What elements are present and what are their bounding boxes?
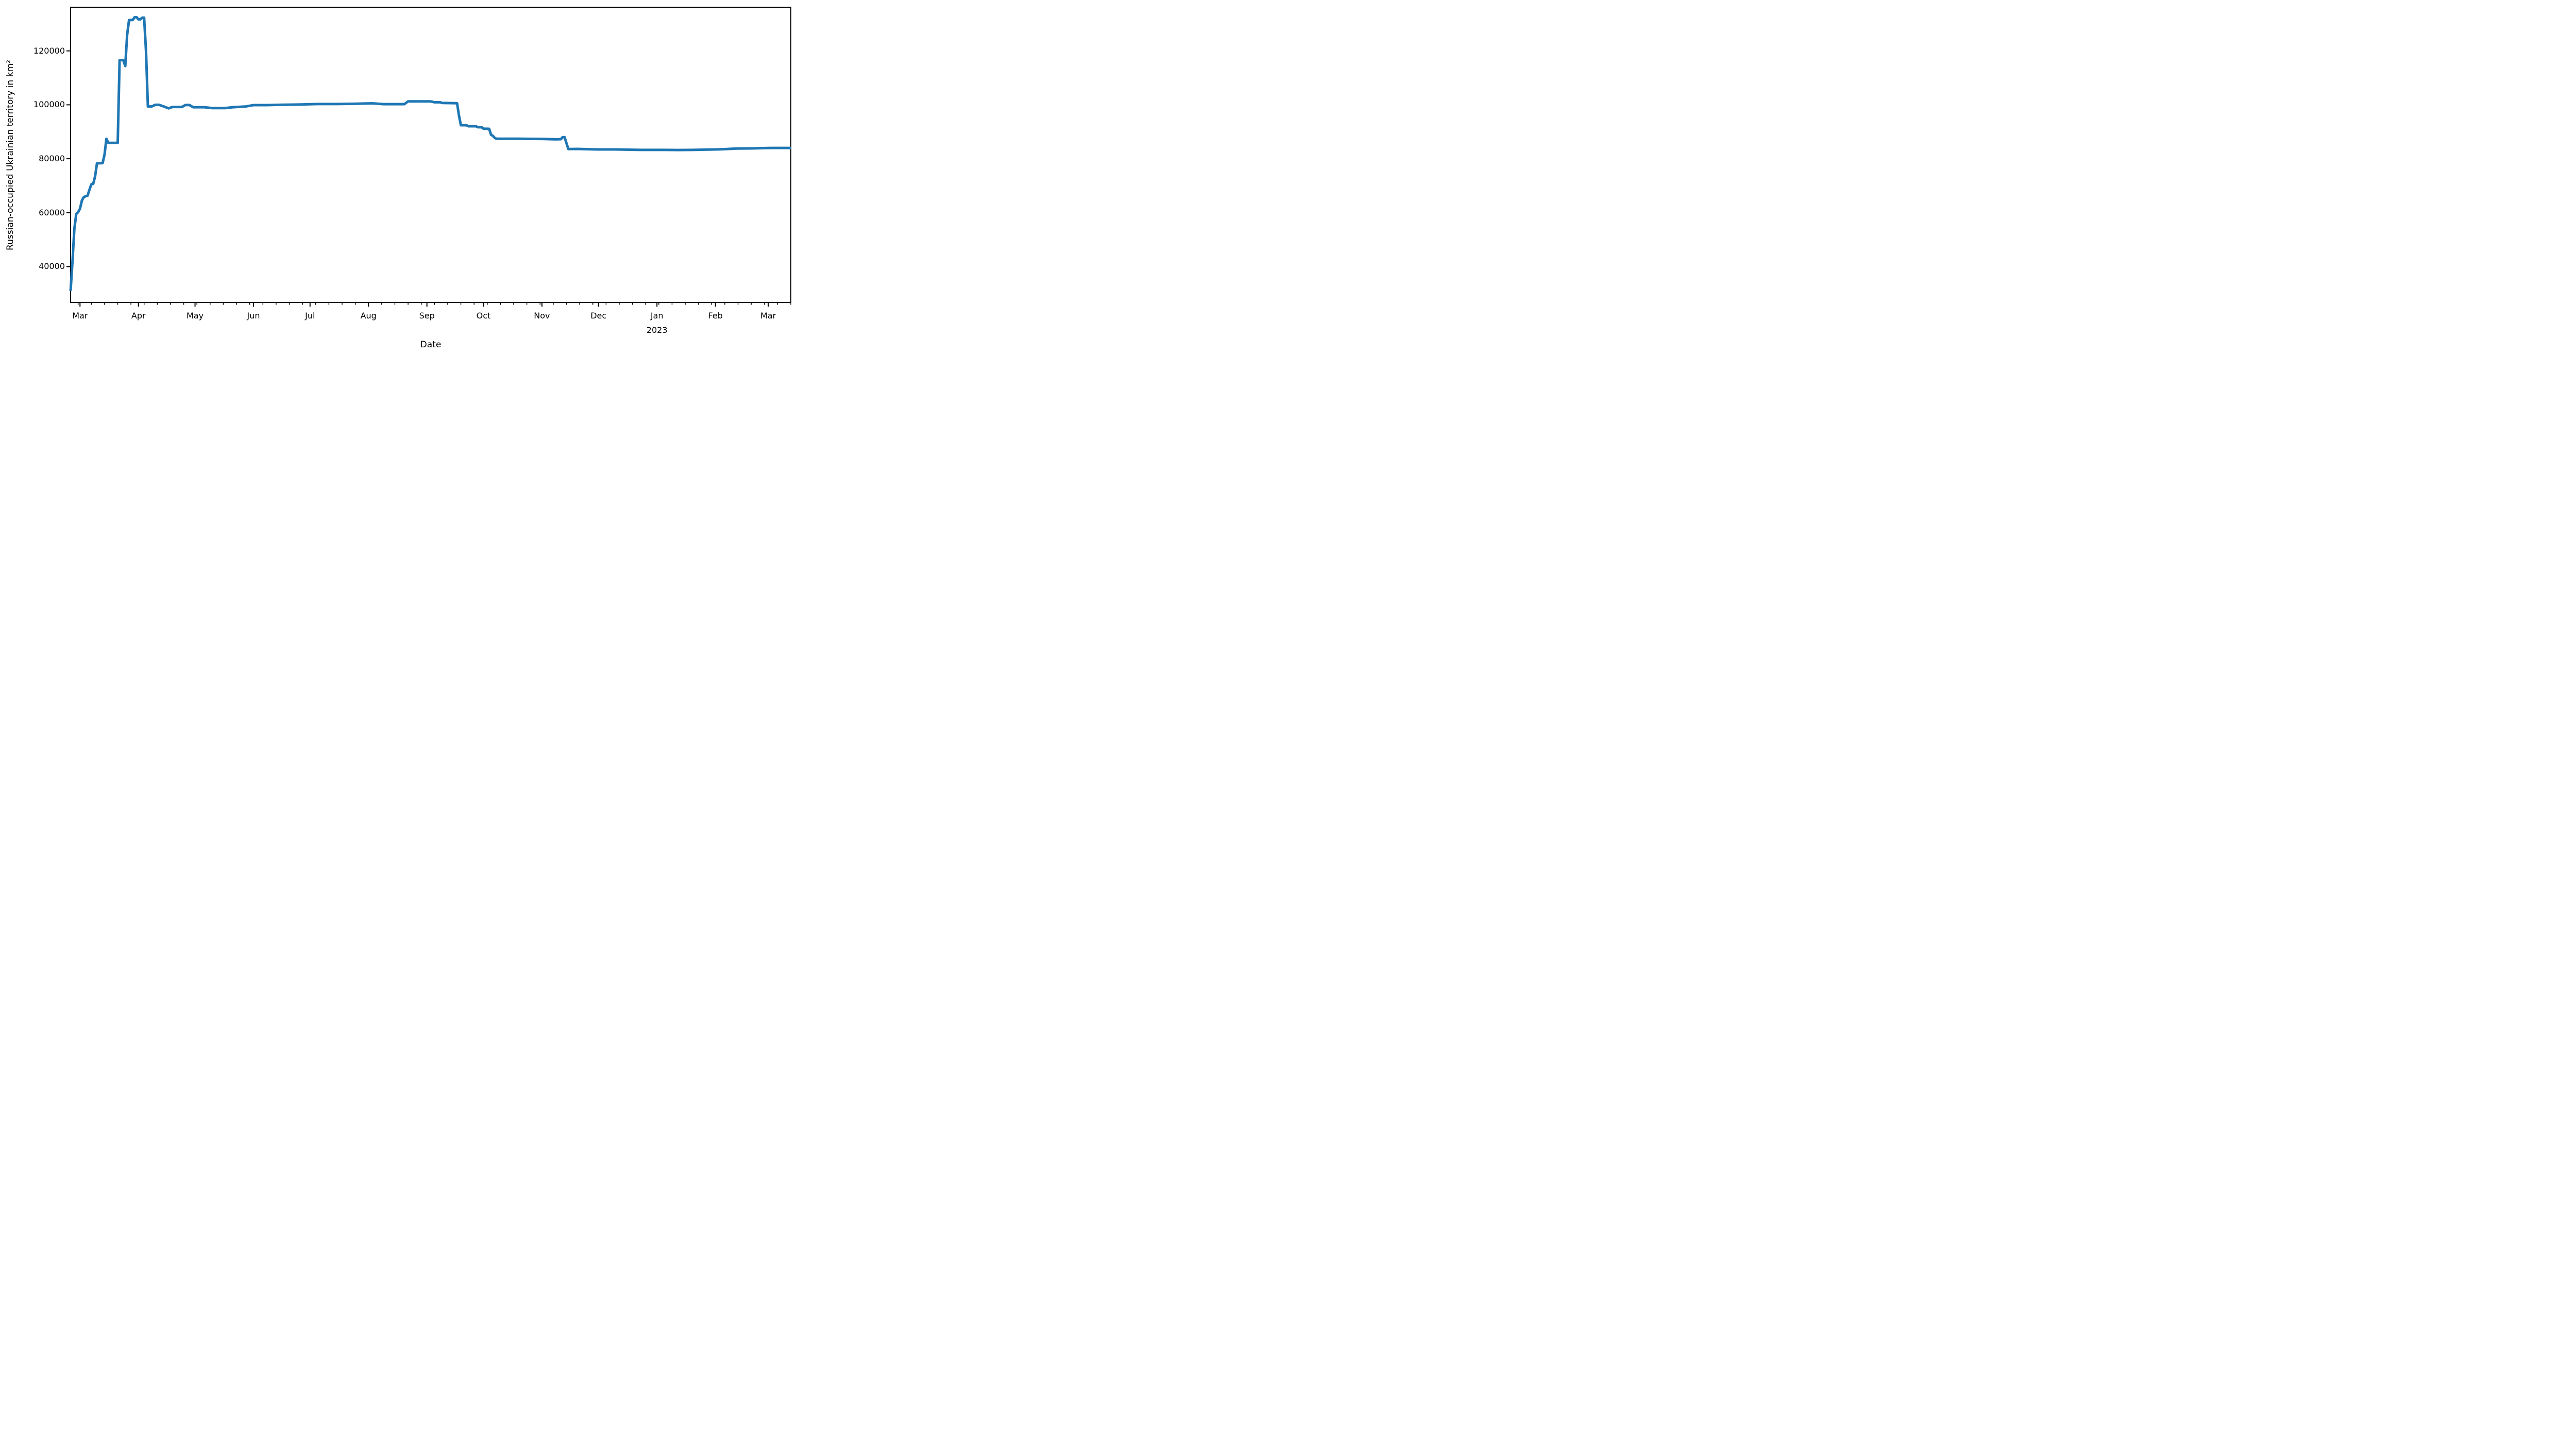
x-tick-year-label: 2023 xyxy=(646,325,668,335)
y-axis-title: Russian-occupied Ukrainian territory in … xyxy=(5,59,15,250)
y-tick-label: 60000 xyxy=(39,207,65,217)
x-tick-label: Jan xyxy=(650,311,664,321)
chart-figure: Russian-occupied Ukrainian territory in … xyxy=(0,0,798,358)
x-tick-label: Aug xyxy=(360,311,377,321)
x-tick-label: Jun xyxy=(247,311,260,321)
x-tick-label: Dec xyxy=(590,311,607,321)
x-tick-label: Feb xyxy=(708,311,723,321)
x-tick-label: Nov xyxy=(534,311,550,321)
plot-spines xyxy=(70,7,791,303)
y-tick-label: 80000 xyxy=(39,154,65,164)
x-tick-label: May xyxy=(186,311,204,321)
y-tick-label: 100000 xyxy=(33,99,65,110)
x-tick-label: Sep xyxy=(419,311,435,321)
x-tick-label: Apr xyxy=(131,311,146,321)
x-tick-label: Mar xyxy=(760,311,776,321)
territory-line xyxy=(69,15,791,291)
y-tick-label: 40000 xyxy=(39,261,65,272)
x-tick-label: Jul xyxy=(305,311,315,321)
y-tick-label: 120000 xyxy=(33,45,65,56)
x-tick-label: Oct xyxy=(476,311,491,321)
x-axis-title: Date xyxy=(420,340,442,350)
line-chart-canvas xyxy=(66,7,791,307)
x-tick-label: Mar xyxy=(72,311,88,321)
